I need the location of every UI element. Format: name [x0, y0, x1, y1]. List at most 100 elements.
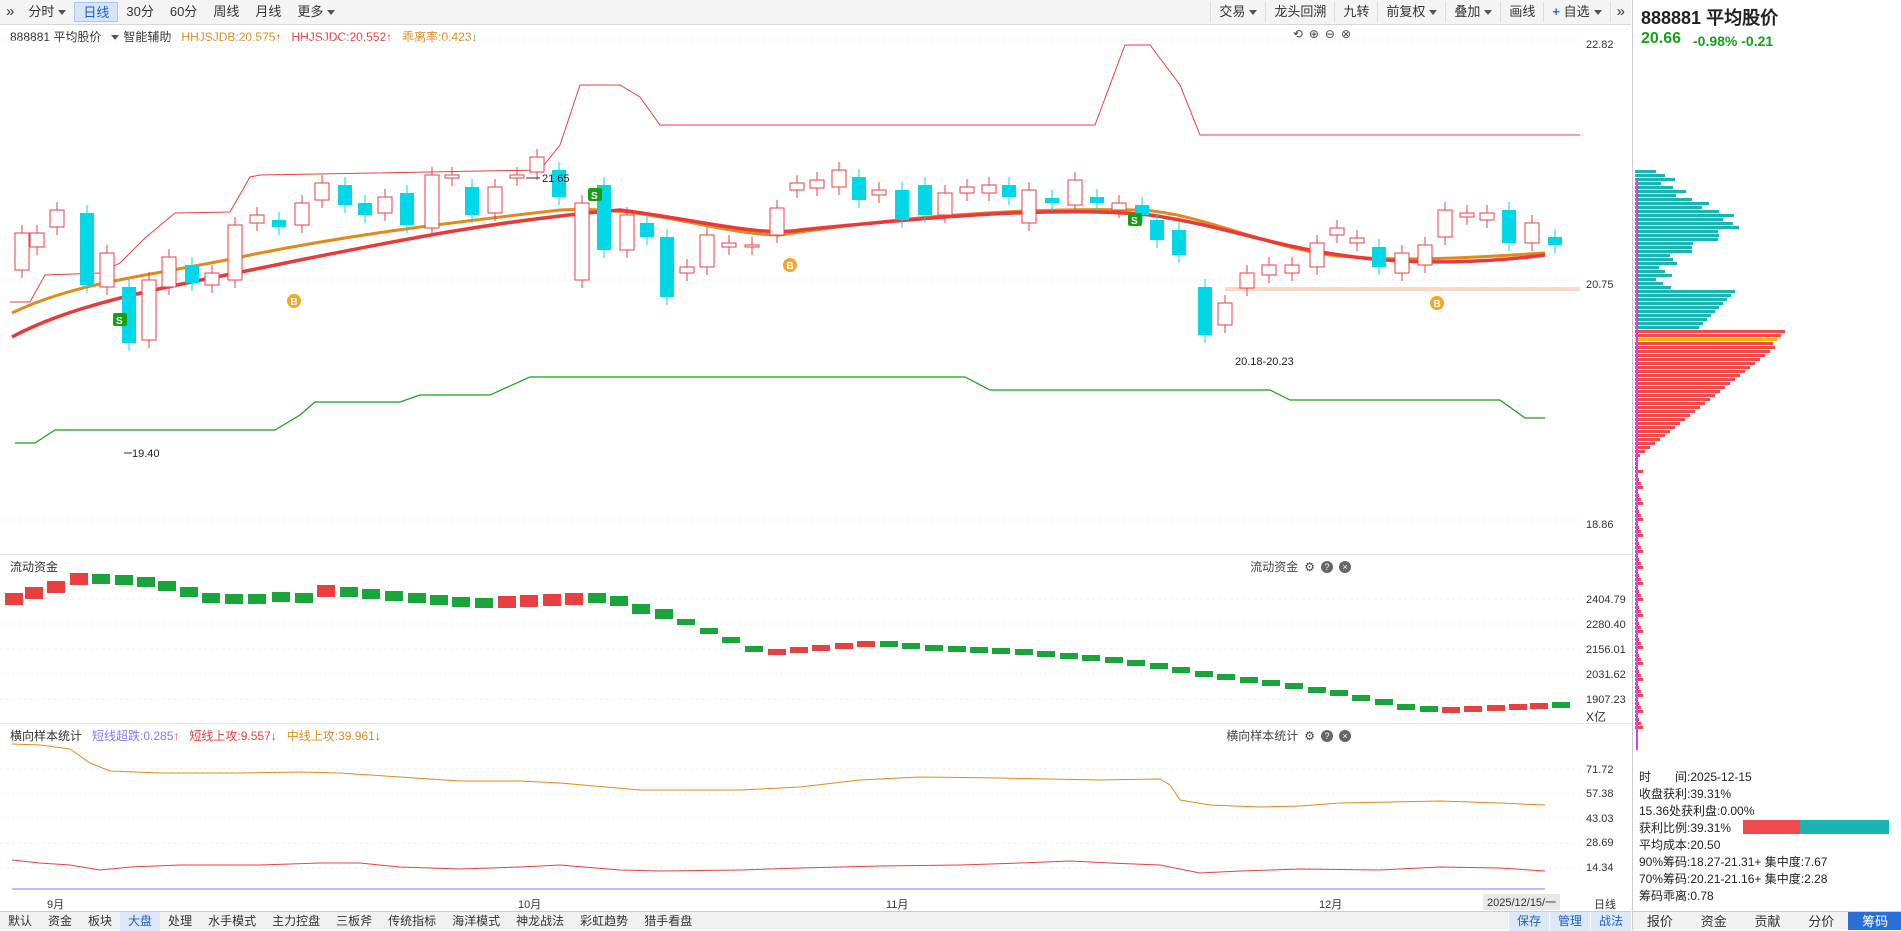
tab-three-axes[interactable]: 三板斧 [336, 913, 373, 928]
overlay-button[interactable]: 叠加 [1445, 2, 1500, 22]
close-icon[interactable]: × [1339, 729, 1351, 742]
watchlist-button[interactable]: + 自选 [1543, 2, 1609, 22]
gear-icon[interactable]: ⚙ [1304, 559, 1315, 574]
candle-body-up [1111, 202, 1127, 211]
right-panel: 888881 平均股价 20.66 -0.98% -0.21 时 间:2025-… [1632, 0, 1901, 930]
candlestick-svg: 21.65 19.40 20.18-20.23 S S S B B B [0, 39, 1580, 521]
smart-assist-toggle[interactable]: 智能辅助 [111, 28, 171, 45]
tab-dragon-tactics[interactable]: 神龙战法 [516, 913, 565, 928]
chip-bar [1635, 550, 1643, 553]
current-price: 20.66 [1641, 30, 1682, 47]
tab-30min[interactable]: 30分 [126, 4, 154, 19]
liquidity-bar [1037, 651, 1055, 657]
liquidity-bar [610, 596, 628, 606]
kline-chart-panel[interactable]: 888881 平均股价 智能辅助 HHJSJDB:20.575↑ HHJSJDC… [0, 25, 1631, 555]
tactics-button[interactable]: 战法 [1589, 912, 1631, 931]
close-icon[interactable]: × [1339, 560, 1351, 573]
sample-stats-panel[interactable]: 横向样本统计 短线超跌:0.285↑ 短线上攻:9.557↓ 中线上攻:39.9… [0, 725, 1631, 895]
tab-monthly[interactable]: 月线 [255, 4, 282, 19]
expand-left-icon[interactable]: » [6, 3, 15, 20]
chip-bar [1635, 238, 1718, 241]
tab-chips[interactable]: 筹码 [1848, 912, 1901, 930]
help-icon[interactable]: ? [1321, 560, 1333, 573]
tab-price-distribution[interactable]: 分价 [1808, 914, 1835, 929]
candle-body-up [509, 174, 525, 179]
candle-body-up [1524, 222, 1540, 244]
draw-line-button[interactable]: 画线 [1500, 2, 1543, 22]
tab-sector[interactable]: 板块 [88, 913, 113, 928]
candle-body-up [1067, 179, 1083, 206]
liquidity-bar [655, 609, 673, 619]
liquidity-bar [452, 597, 470, 607]
leader-backtrack-button[interactable]: 龙头回溯 [1265, 2, 1334, 22]
chip-bar [1635, 710, 1643, 713]
sample-controls: 横向样本统计 ⚙ ? × [1226, 727, 1351, 744]
liquidity-bar [1352, 695, 1370, 701]
chevron-down-icon [1249, 10, 1258, 16]
candle-body-down [465, 187, 479, 215]
chip-bar [1635, 298, 1727, 301]
chip-bar [1635, 418, 1685, 421]
zoom-out-icon[interactable]: ⊖ [1324, 27, 1335, 41]
nine-turn-button[interactable]: 九转 [1334, 2, 1377, 22]
mid-attack-text: 中线上攻:39.961 [286, 729, 375, 743]
gear-icon[interactable]: ⚙ [1304, 728, 1315, 743]
tab-funds[interactable]: 资金 [48, 913, 73, 928]
tab-default[interactable]: 默认 [8, 913, 33, 928]
candle-body-up [871, 189, 887, 196]
tab-ocean-mode[interactable]: 海洋模式 [452, 913, 501, 928]
liquidity-bar [1262, 680, 1280, 686]
chevron-down-icon [111, 35, 120, 41]
chip-bar [1635, 366, 1750, 369]
bottom-right-buttons: 保存 管理 战法 [1507, 912, 1631, 931]
liquidity-svg [0, 573, 1580, 713]
tab-process[interactable]: 处理 [168, 913, 193, 928]
candle-body-down [185, 265, 199, 283]
tab-sailor-mode[interactable]: 水手模式 [208, 913, 257, 928]
liquidity-bar [1509, 704, 1527, 710]
tab-more[interactable]: 更多 [289, 2, 343, 22]
chip-bar [1635, 566, 1643, 569]
chip-bar [1635, 314, 1711, 317]
tab-rainbow-trend[interactable]: 彩虹趋势 [580, 913, 629, 928]
candle-body-up [14, 232, 30, 271]
candle-body-down [1198, 287, 1212, 335]
chip-bar [1635, 386, 1725, 389]
candle-body-up [227, 224, 243, 281]
tab-60min[interactable]: 60分 [169, 4, 198, 19]
close-icon[interactable]: ⊗ [1340, 27, 1351, 41]
tab-daily[interactable]: 日线 [74, 2, 119, 22]
liquidity-bar [295, 593, 313, 603]
tab-weekly[interactable]: 周线 [213, 4, 240, 19]
sample-svg [0, 743, 1580, 890]
tab-quote[interactable]: 报价 [1646, 914, 1673, 929]
help-icon[interactable]: ? [1321, 729, 1333, 742]
arrow-down-icon: ↓ [374, 729, 381, 743]
tab-capital[interactable]: 资金 [1700, 914, 1727, 929]
sample-right-title: 横向样本统计 [1226, 729, 1299, 743]
manage-button[interactable]: 管理 [1548, 912, 1590, 931]
stat-close-profit: 收盘获利:39.31% [1639, 787, 1732, 801]
liquidity-bar [1060, 653, 1078, 659]
tab-hunter-watch[interactable]: 猎手看盘 [644, 913, 693, 928]
trade-button[interactable]: 交易 [1210, 2, 1265, 22]
arrow-down-icon: ↓ [471, 30, 478, 44]
candle-body-down [1502, 210, 1516, 243]
chip-bar [1635, 334, 1781, 337]
lower-band-line [15, 376, 1545, 444]
trade-label: 交易 [1219, 4, 1246, 19]
save-button[interactable]: 保存 [1507, 912, 1549, 931]
liq-unit-label: X亿 [1586, 710, 1607, 724]
refresh-icon[interactable]: ⟲ [1292, 27, 1303, 41]
zoom-in-icon[interactable]: ⊕ [1308, 27, 1319, 41]
tab-intraday[interactable]: 分时 [20, 2, 74, 22]
liquidity-title-text: 流动资金 [10, 560, 59, 574]
forward-adjust-button[interactable]: 前复权 [1377, 2, 1445, 22]
tab-market[interactable]: 大盘 [120, 911, 161, 931]
expand-right-icon[interactable]: » [1609, 2, 1631, 22]
tab-main-control[interactable]: 主力控盘 [272, 913, 321, 928]
liquidity-panel[interactable]: 流动资金 流动资金 ⚙ ? × 2404.79 2280.40 2156.01 … [0, 556, 1631, 724]
liquidity-bar [677, 619, 695, 625]
tab-contribution[interactable]: 贡献 [1754, 914, 1781, 929]
tab-traditional[interactable]: 传统指标 [388, 913, 437, 928]
